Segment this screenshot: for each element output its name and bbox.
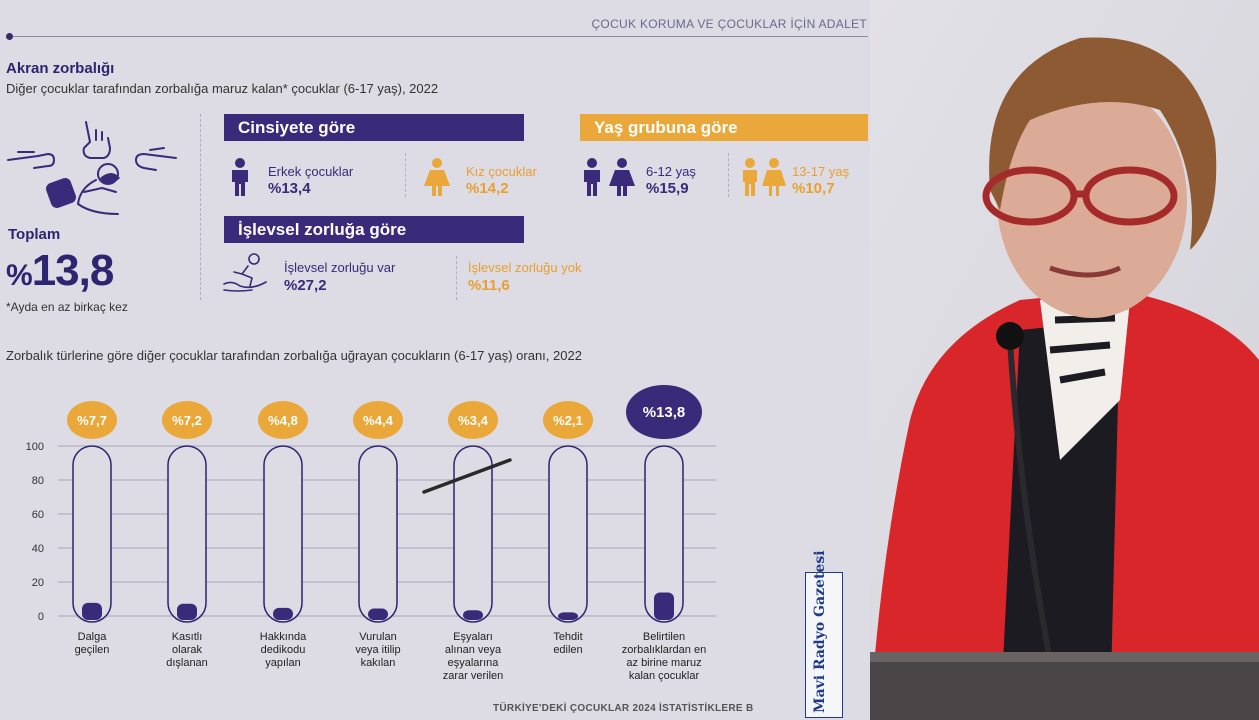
total-percent-sign: % [6,259,33,292]
with-difficulty-value: %27,2 [284,277,327,294]
category-label: alınan veya [445,644,502,656]
watermark-badge: Mavi Radyo Gazetesi [805,550,843,718]
category-label: Dalga [78,631,108,643]
girls-value: %14,2 [466,180,509,197]
category-label: kalan çocuklar [629,670,700,682]
age-divider [728,153,729,197]
category-label: edilen [553,644,582,656]
bullying-illustration-icon [7,121,177,215]
data-label-bubble [67,401,117,439]
category-label: geçilen [75,644,110,656]
bar-fill [82,602,102,620]
category-label: zorbalıklardan en [622,644,706,656]
with-difficulty-label: İşlevsel zorluğu var [284,260,396,275]
data-label-bubble [353,401,403,439]
bar-fill [463,610,483,620]
vertical-divider [200,114,201,300]
category-label: Hakkında [260,631,307,643]
watermark-text: Mavi Radyo Gazetesi [812,550,828,713]
category-label: yapılan [265,657,300,669]
data-label-bubble [162,401,212,439]
bar-tube [453,445,493,623]
bar-tube [644,445,684,623]
bar-tube [72,445,112,623]
y-tick-label: 40 [32,543,44,555]
data-label-bubble [258,401,308,439]
without-difficulty-label: İşlevsel zorluğu yok [468,260,582,275]
data-label: %3,4 [458,413,488,428]
children-13-17-icon [743,158,786,196]
age-13-17-label: 13-17 yaş [792,164,850,179]
data-label: %7,7 [77,413,107,428]
bar-tube [548,445,588,623]
category-label: dedikodu [261,644,306,656]
data-label: %7,2 [172,413,202,428]
header-dot [6,33,13,40]
header-divider [8,36,868,37]
bar-tube [263,445,303,623]
data-label-bubble [448,401,498,439]
y-tick-label: 20 [32,577,44,589]
data-label: %4,4 [363,413,393,428]
data-label: %4,8 [268,413,298,428]
gender-tag: Cinsiyete göre [224,114,524,141]
gender-divider [405,153,406,197]
girls-label: Kız çocuklar [466,164,537,179]
without-difficulty-value: %11,6 [468,277,510,294]
bar-tube [358,445,398,623]
data-label: %2,1 [553,413,583,428]
pen-mark [422,458,512,494]
category-label: kakılan [361,657,396,669]
total-value: %13,8 [6,246,115,296]
y-tick-label: 0 [38,611,44,623]
boy-icon [232,158,248,196]
age-tag: Yaş grubuna göre [580,114,868,141]
bar-fill [654,592,674,620]
age-6-12-value: %15,9 [646,180,689,197]
section-subtitle: Diğer çocuklar tarafından zorbalığa maru… [6,81,439,96]
bar-fill [273,607,293,620]
bar-tube [167,445,207,623]
bar-fill [558,612,578,620]
disability-tag: İşlevsel zorluğa göre [224,216,524,243]
category-label: veya itilip [355,644,400,656]
age-6-12-label: 6-12 yaş [646,164,696,179]
total-label: Toplam [8,226,61,243]
data-label-bubble [626,385,702,439]
age-13-17-value: %10,7 [792,180,835,197]
children-6-12-icon [584,158,635,196]
category-label: olarak [172,644,202,656]
category-label: zarar verilen [443,670,504,682]
category-label: Eşyaları [453,631,493,643]
bar-fill [177,603,197,620]
footer-source: TÜRKİYE'DEKİ ÇOCUKLAR 2024 İSTATİSTİKLER… [493,703,754,714]
category-label: eşyalarına [448,657,500,669]
boys-value: %13,4 [268,180,311,197]
category-label: Tehdit [553,631,582,643]
category-label: Kasıtlı [172,631,203,643]
section-title: Akran zorbalığı [6,60,115,77]
functional-difficulty-icon [223,253,267,292]
category-label: Vurulan [359,631,397,643]
boys-label: Erkek çocuklar [268,164,354,179]
y-tick-label: 100 [26,441,44,453]
total-number: 13,8 [31,246,115,295]
data-label: %13,8 [643,404,686,421]
speaker-photo [870,0,1259,720]
header-title: ÇOCUK KORUMA VE ÇOCUKLAR İÇİN ADALET [591,17,867,31]
data-label-bubble [543,401,593,439]
y-tick-label: 60 [32,509,44,521]
disability-divider [456,256,457,300]
category-label: dışlanan [166,657,208,669]
category-label: Belirtilen [643,631,685,643]
total-footnote: *Ayda en az birkaç kez [6,300,128,314]
category-label: az birine maruz [626,657,701,669]
bar-fill [368,608,388,620]
chart-title: Zorbalık türlerine göre diğer çocuklar t… [6,348,582,363]
y-tick-label: 80 [32,475,44,487]
girl-icon [424,158,450,196]
